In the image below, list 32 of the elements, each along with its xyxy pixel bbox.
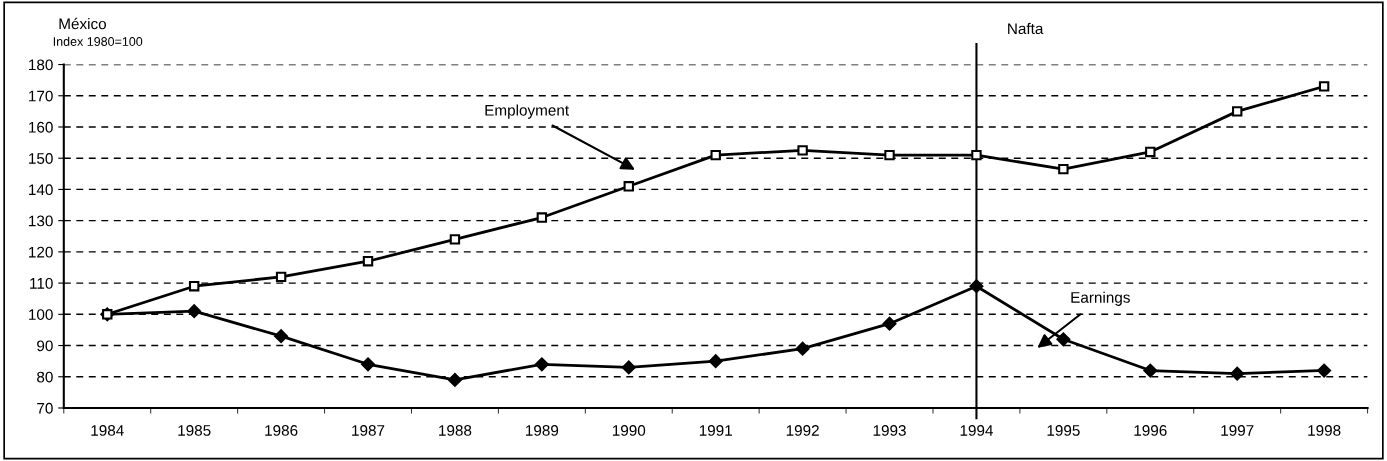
- y-tick-label: 150: [29, 153, 53, 164]
- annotation: Earnings: [1071, 291, 1130, 306]
- y-tick-label: 90: [37, 340, 53, 352]
- y-tick-label: 180: [29, 59, 53, 71]
- x-tick-label: 1986: [265, 425, 298, 436]
- x-tick-label: 1994: [960, 425, 993, 436]
- chart-title: México: [59, 17, 107, 30]
- y-tick-label: 120: [29, 246, 53, 258]
- y-tick-label: 140: [29, 184, 53, 196]
- y-tick-label: 160: [29, 121, 53, 133]
- x-tick-label: 1987: [352, 425, 385, 436]
- x-tick-label: 1995: [1047, 425, 1080, 436]
- annotation: Employment: [485, 104, 569, 119]
- x-tick-label: 1992: [786, 425, 819, 436]
- y-tick-label: 80: [37, 371, 53, 383]
- ref-line-label: Nafta: [1008, 22, 1044, 35]
- y-tick-label: 70: [37, 402, 53, 414]
- x-tick-label: 1998: [1308, 425, 1341, 436]
- x-tick-label: 1996: [1134, 425, 1167, 436]
- x-tick-label: 1988: [439, 425, 472, 436]
- y-tick-label: 100: [29, 309, 53, 320]
- x-tick-label: 1993: [873, 425, 906, 436]
- x-tick-label: 1990: [612, 425, 646, 436]
- x-tick-label: 1989: [526, 425, 559, 436]
- x-tick-label: 1984: [91, 425, 124, 436]
- y-tick-label: 130: [29, 215, 53, 227]
- x-tick-label: 1991: [699, 425, 732, 436]
- y-tick-label: 110: [30, 277, 53, 289]
- x-tick-label: 1985: [178, 425, 211, 436]
- x-tick-label: 1997: [1221, 425, 1254, 436]
- y-tick-label: 170: [29, 90, 53, 102]
- chart-subtitle: Index 1980=100: [53, 36, 143, 46]
